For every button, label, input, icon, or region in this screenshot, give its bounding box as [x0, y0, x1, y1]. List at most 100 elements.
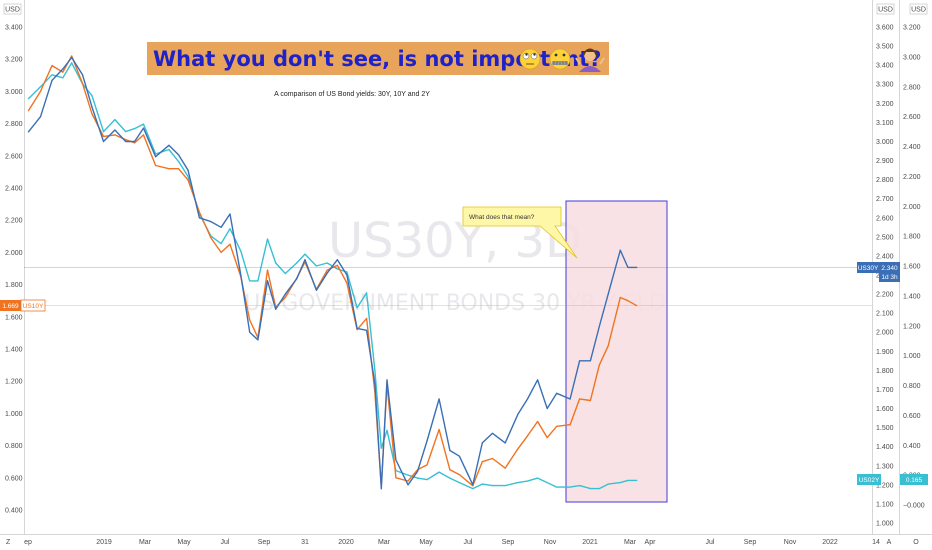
data-point-us10y — [619, 296, 621, 299]
time-axis-ticks: ep 2019 Mar May Jul Sep 31 2020 Mar May Jul Sep Nov 2… — [24, 539, 880, 546]
left-axis-tick: 2.000 — [5, 250, 23, 257]
data-point-us02y — [579, 485, 581, 487]
data-point-us30y — [491, 432, 494, 434]
time-axis-tick: Sep — [744, 539, 757, 546]
right-outer-axis-tick: 3.000 — [903, 54, 921, 61]
data-point-us02y — [125, 131, 127, 133]
time-axis-tick: Nov — [544, 539, 557, 546]
left-axis-tick: 2.600 — [5, 153, 23, 160]
data-point-us02y — [91, 95, 93, 97]
data-point-us02y — [449, 477, 451, 479]
data-point-us30y — [27, 131, 29, 133]
right-outer-axis-tick: 2.000 — [903, 204, 921, 211]
data-point-us30y — [249, 331, 251, 333]
right-inner-axis-tick: 2.700 — [876, 196, 894, 203]
time-axis-tick: 2021 — [582, 539, 598, 546]
data-point-us02y — [249, 280, 251, 282]
left-axis-tick: 0.800 — [5, 443, 23, 450]
data-point-us10y — [537, 420, 539, 423]
data-point-us30y — [589, 360, 592, 362]
right-inner-axis-tick: 1.600 — [876, 406, 894, 413]
right-outer-axis-tick: 1.400 — [903, 293, 921, 300]
data-point-us30y — [386, 379, 388, 381]
data-point-us30y — [517, 413, 519, 415]
data-point-us10y — [155, 164, 157, 167]
data-point-us10y — [198, 211, 200, 213]
data-point-us30y — [407, 484, 409, 486]
data-point-us30y — [472, 484, 474, 486]
data-point-us30y — [619, 249, 621, 251]
data-point-us02y — [537, 477, 539, 479]
data-point-us30y — [177, 154, 180, 156]
data-point-us30y — [526, 398, 529, 400]
time-axis-tick: May — [177, 539, 191, 546]
time-axis-tick: Sep — [502, 539, 515, 546]
data-point-us30y — [326, 272, 328, 274]
data-point-us30y — [275, 308, 277, 310]
data-point-us10y — [491, 457, 494, 460]
data-point-us02y — [315, 265, 317, 267]
auto-scale-button-2[interactable]: O — [913, 539, 919, 546]
right-inner-unit-box[interactable] — [876, 3, 895, 15]
right-outer-unit-box[interactable] — [909, 3, 928, 15]
data-point-us10y — [27, 110, 29, 112]
right-inner-axis-tick: 1.000 — [876, 521, 894, 528]
data-point-us30y — [569, 398, 571, 400]
data-point-us02y — [257, 280, 259, 282]
data-point-us02y — [220, 243, 222, 245]
data-point-us02y — [356, 307, 358, 309]
left-axis-tick: 2.400 — [5, 186, 23, 193]
right-inner-axis-tick: 3.600 — [876, 25, 894, 32]
data-point-us02y — [187, 175, 189, 177]
data-point-us10y — [556, 425, 558, 427]
timezone-button[interactable]: Z — [6, 539, 11, 546]
right-inner-axis-ticks: 3.600 3.500 3.400 3.300 3.200 3.100 3.000 2.900… — [876, 25, 894, 528]
data-point-us10y — [210, 237, 212, 239]
left-unit-label: USD — [5, 7, 20, 14]
right-inner-axis-tick: 1.300 — [876, 463, 894, 470]
data-point-us10y — [579, 398, 581, 400]
time-axis-tick: ep — [24, 539, 32, 546]
data-point-us10y — [284, 296, 286, 299]
data-point-us02y — [71, 62, 73, 64]
data-point-us02y — [458, 482, 460, 484]
data-point-us02y — [229, 228, 231, 230]
data-point-us10y — [266, 269, 269, 271]
us10y-left-tag-label: US10Y — [23, 303, 44, 310]
data-point-us02y — [517, 482, 519, 484]
data-point-us02y — [51, 74, 53, 76]
time-axis-tick: Nov — [784, 539, 797, 546]
data-point-us10y — [449, 469, 451, 471]
right-inner-axis-tick: 1.500 — [876, 425, 894, 432]
data-point-us30y — [504, 442, 506, 444]
data-point-us30y — [579, 360, 581, 362]
right-inner-axis-tick: 3.000 — [876, 139, 894, 146]
data-point-us10y — [636, 305, 638, 307]
data-point-us02y — [177, 160, 180, 162]
chart-subtitle: A comparison of US Bond yields: 30Y, 10Y… — [274, 91, 430, 98]
time-axis-tick: May — [419, 539, 433, 546]
data-point-us02y — [380, 447, 382, 449]
right-outer-axis-tick: 2.800 — [903, 84, 921, 91]
left-unit-box[interactable] — [3, 3, 22, 15]
right-inner-axis-tick: 3.500 — [876, 44, 894, 51]
left-axis-tick: 1.200 — [5, 379, 23, 386]
right-outer-axis-tick: −0.000 — [903, 503, 925, 510]
data-point-us10y — [125, 139, 127, 141]
data-point-us02y — [438, 471, 440, 473]
time-axis-tick: 2022 — [822, 539, 838, 546]
data-point-us30y — [187, 169, 189, 171]
data-point-us10y — [546, 437, 548, 439]
data-point-us10y — [62, 71, 64, 73]
data-point-us30y — [240, 274, 242, 276]
data-point-us10y — [336, 264, 338, 266]
data-point-us10y — [114, 134, 116, 136]
callout-note[interactable]: What does that mean? — [462, 206, 578, 259]
data-point-us02y — [526, 480, 529, 482]
left-axis-tick: 1.600 — [5, 314, 23, 321]
auto-scale-button[interactable]: A — [887, 539, 892, 546]
data-point-us02y — [168, 148, 170, 151]
right-inner-axis-tick: 1.400 — [876, 444, 894, 451]
data-point-us10y — [249, 319, 251, 321]
